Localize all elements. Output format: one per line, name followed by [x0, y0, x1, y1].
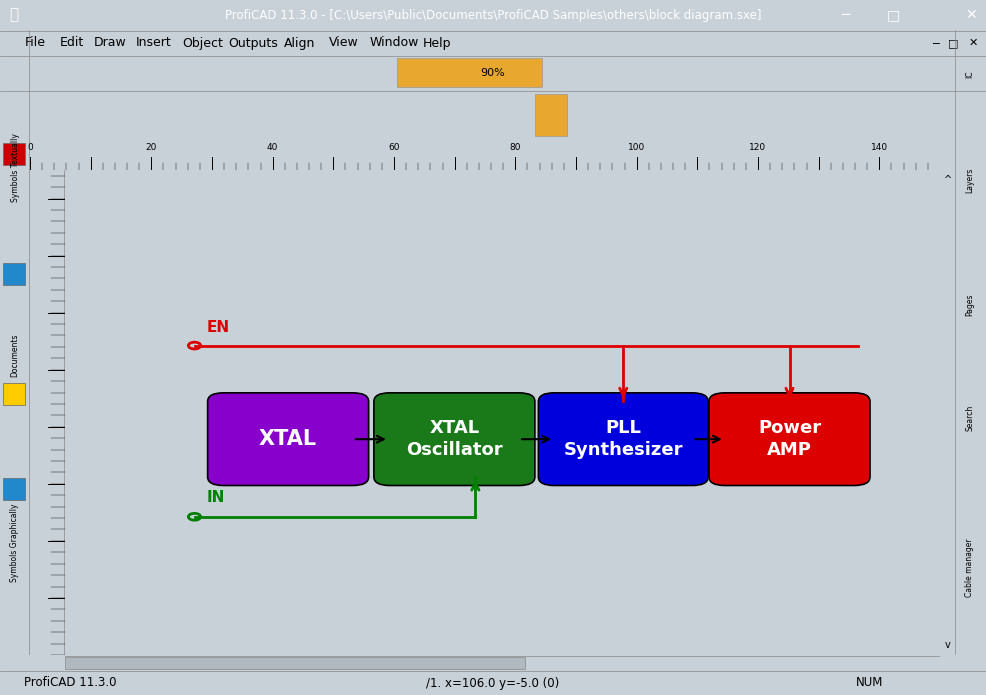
FancyBboxPatch shape — [538, 393, 708, 486]
Text: 90%: 90% — [480, 68, 506, 78]
Text: Layers: Layers — [965, 167, 974, 193]
Bar — [3, 383, 25, 405]
Bar — [397, 58, 542, 87]
Text: Align: Align — [284, 37, 316, 49]
Bar — [3, 263, 25, 285]
Text: View: View — [329, 37, 359, 49]
Text: Symbols Graphically: Symbols Graphically — [11, 503, 20, 582]
Bar — [535, 94, 567, 136]
Text: Outputs: Outputs — [228, 37, 278, 49]
Bar — [3, 478, 25, 500]
Text: ✕: ✕ — [968, 38, 978, 48]
Text: □: □ — [886, 8, 899, 22]
Text: 140: 140 — [871, 143, 888, 152]
Text: Symbols Textually: Symbols Textually — [11, 133, 20, 202]
Text: Search: Search — [965, 404, 974, 431]
FancyBboxPatch shape — [65, 657, 525, 669]
Text: File: File — [25, 37, 45, 49]
Text: ^: ^ — [944, 175, 952, 185]
Text: Object: Object — [182, 37, 224, 49]
Text: Insert: Insert — [136, 37, 172, 49]
Text: Window: Window — [370, 37, 419, 49]
Text: Ⓟ: Ⓟ — [10, 8, 19, 22]
Text: PLL
Synthesizer: PLL Synthesizer — [564, 419, 683, 459]
Text: NUM: NUM — [856, 676, 883, 689]
Text: 0: 0 — [28, 143, 33, 152]
Text: Pages: Pages — [965, 294, 974, 316]
Text: ProfiCAD 11.3.0: ProfiCAD 11.3.0 — [24, 676, 116, 689]
Text: XTAL
Oscillator: XTAL Oscillator — [406, 419, 503, 459]
Text: Cable manager: Cable manager — [965, 538, 974, 597]
Text: EN: EN — [207, 320, 230, 335]
Text: Help: Help — [423, 37, 452, 49]
Text: □: □ — [948, 38, 958, 48]
Text: ─: ─ — [933, 38, 940, 48]
Text: Edit: Edit — [60, 37, 84, 49]
Text: 40: 40 — [267, 143, 278, 152]
Text: 80: 80 — [510, 143, 521, 152]
Text: ✕: ✕ — [965, 8, 977, 22]
Text: Documents: Documents — [11, 333, 20, 377]
Text: Power
AMP: Power AMP — [758, 419, 821, 459]
Text: /1. x=106.0 y=-5.0 (0): /1. x=106.0 y=-5.0 (0) — [426, 676, 560, 689]
Bar — [3, 143, 25, 165]
FancyBboxPatch shape — [374, 393, 534, 486]
Text: 100: 100 — [628, 143, 645, 152]
FancyBboxPatch shape — [709, 393, 870, 486]
Text: 120: 120 — [749, 143, 766, 152]
Text: 20: 20 — [146, 143, 157, 152]
Text: Draw: Draw — [94, 37, 126, 49]
Text: v: v — [946, 640, 951, 650]
Text: IN: IN — [207, 490, 225, 505]
Text: XTAL: XTAL — [259, 430, 317, 449]
Text: 60: 60 — [388, 143, 399, 152]
Text: ProfiCAD 11.3.0 - [C:\Users\Public\Documents\ProfiCAD Samples\others\block diagr: ProfiCAD 11.3.0 - [C:\Users\Public\Docum… — [225, 8, 761, 22]
Text: ─: ─ — [841, 8, 849, 22]
Text: IC: IC — [965, 70, 974, 78]
FancyBboxPatch shape — [208, 393, 369, 486]
